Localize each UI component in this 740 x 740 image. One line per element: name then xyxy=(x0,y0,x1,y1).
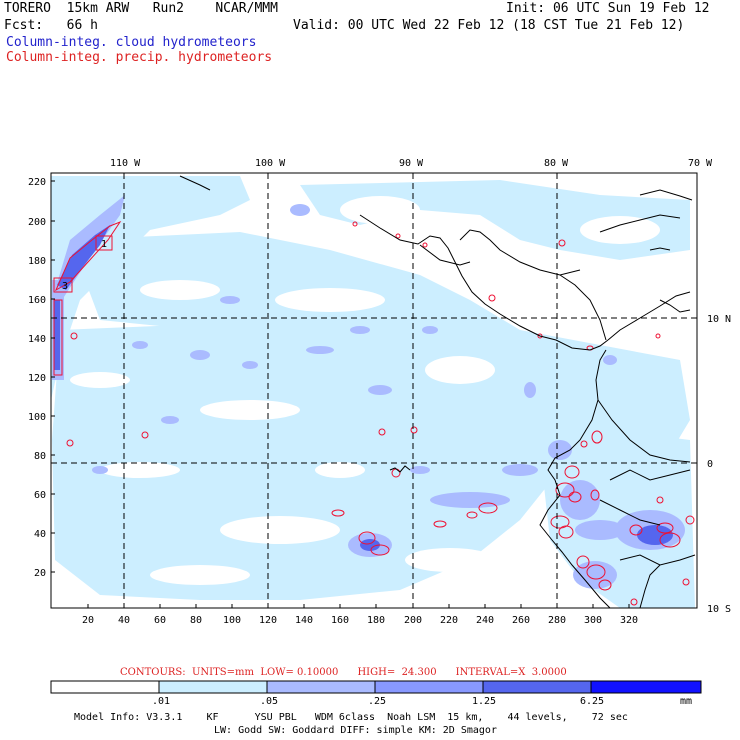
lat-label-0: 0 xyxy=(707,459,713,470)
model-info-line1: Model Info: V3.3.1 KF YSU PBL WDM 6class… xyxy=(74,712,628,723)
colorbar-label-125: 1.25 xyxy=(472,696,497,707)
y-axis xyxy=(51,180,55,573)
y-tick: 200 xyxy=(28,217,46,228)
shading-gaps xyxy=(70,196,660,585)
colorbar-bin-4 xyxy=(482,680,592,694)
y-tick: 180 xyxy=(28,256,46,267)
colorbar-bin-2 xyxy=(266,680,376,694)
lon-label-100w: 100 W xyxy=(255,158,286,169)
shading-dark xyxy=(54,225,673,551)
x-tick: 80 xyxy=(190,615,202,626)
box-1 xyxy=(95,235,113,251)
y-tick: 120 xyxy=(28,373,46,384)
x-tick: 40 xyxy=(118,615,130,626)
y-tick: 20 xyxy=(34,568,46,579)
x-tick: 220 xyxy=(440,615,458,626)
x-axis xyxy=(87,604,630,608)
colorbar-unit: mm xyxy=(680,696,693,707)
colorbar-label-005: .05 xyxy=(260,696,279,707)
colorbar-label-625: 6.25 xyxy=(580,696,605,707)
y-tick: 100 xyxy=(28,412,46,423)
x-tick: 100 xyxy=(223,615,241,626)
x-tick: 180 xyxy=(367,615,385,626)
x-tick: 20 xyxy=(82,615,94,626)
x-tick: 320 xyxy=(620,615,638,626)
x-tick: 300 xyxy=(584,615,602,626)
box-3 xyxy=(53,277,73,293)
model-info-line2: LW: Godd SW: Goddard DIFF: simple KM: 2D… xyxy=(214,725,497,736)
field-label-precip: Column-integ. precip. hydrometeors xyxy=(6,50,273,65)
lat-labels: 10 N 0 10 S xyxy=(707,314,731,615)
y-tick: 220 xyxy=(28,177,46,188)
y-tick: 160 xyxy=(28,295,46,306)
highlight-boxes: 1 3 xyxy=(53,235,113,293)
colorbar-bin-0 xyxy=(50,680,160,694)
x-tick: 140 xyxy=(295,615,313,626)
y-tick: 80 xyxy=(34,451,46,462)
title-left: TORERO 15km ARW Run2 NCAR/MMM xyxy=(4,1,278,16)
field-label-cloud: Column-integ. cloud hydrometeors xyxy=(6,35,257,50)
x-tick: 240 xyxy=(476,615,494,626)
x-tick: 280 xyxy=(548,615,566,626)
valid-time: Valid: 00 UTC Wed 22 Feb 12 (18 CST Tue … xyxy=(293,18,685,33)
lon-label-80w: 80 W xyxy=(544,158,569,169)
colorbar-bin-3 xyxy=(374,680,484,694)
x-tick: 260 xyxy=(512,615,530,626)
lon-label-110w: 110 W xyxy=(110,158,141,169)
colorbar-label-025: .25 xyxy=(368,696,387,707)
colorbar-bin-5 xyxy=(590,680,702,694)
lat-label-10n: 10 N xyxy=(707,314,731,325)
lon-label-90w: 90 W xyxy=(399,158,424,169)
contours-info: CONTOURS: UNITS=mm LOW= 0.10000 HIGH= 24… xyxy=(120,667,567,678)
x-tick: 120 xyxy=(259,615,277,626)
x-tick: 200 xyxy=(404,615,422,626)
y-tick-labels: 220 200 180 160 140 120 100 80 60 40 20 xyxy=(28,177,46,579)
x-tick: 160 xyxy=(331,615,349,626)
lon-labels: 110 W 100 W 90 W 80 W 70 W xyxy=(110,158,713,169)
x-tick: 60 xyxy=(154,615,166,626)
x-tick-labels: 20 40 60 80 100 120 140 160 180 200 220 … xyxy=(82,615,638,626)
y-tick: 140 xyxy=(28,334,46,345)
colorbar-bin-1 xyxy=(158,680,268,694)
init-time: Init: 06 UTC Sun 19 Feb 12 xyxy=(506,1,710,16)
box-label-1: 1 xyxy=(101,239,107,250)
y-tick: 40 xyxy=(34,529,46,540)
colorbar xyxy=(50,680,702,694)
y-tick: 60 xyxy=(34,490,46,501)
coastlines xyxy=(179,175,696,609)
lat-label-10s: 10 S xyxy=(707,604,731,615)
map-frame xyxy=(50,172,698,609)
forecast-hour: Fcst: 66 h xyxy=(4,18,98,33)
colorbar-label-001: .01 xyxy=(152,696,171,707)
lat-lon-grid xyxy=(51,173,697,608)
box-label-3: 3 xyxy=(62,281,68,292)
lon-label-70w: 70 W xyxy=(688,158,713,169)
